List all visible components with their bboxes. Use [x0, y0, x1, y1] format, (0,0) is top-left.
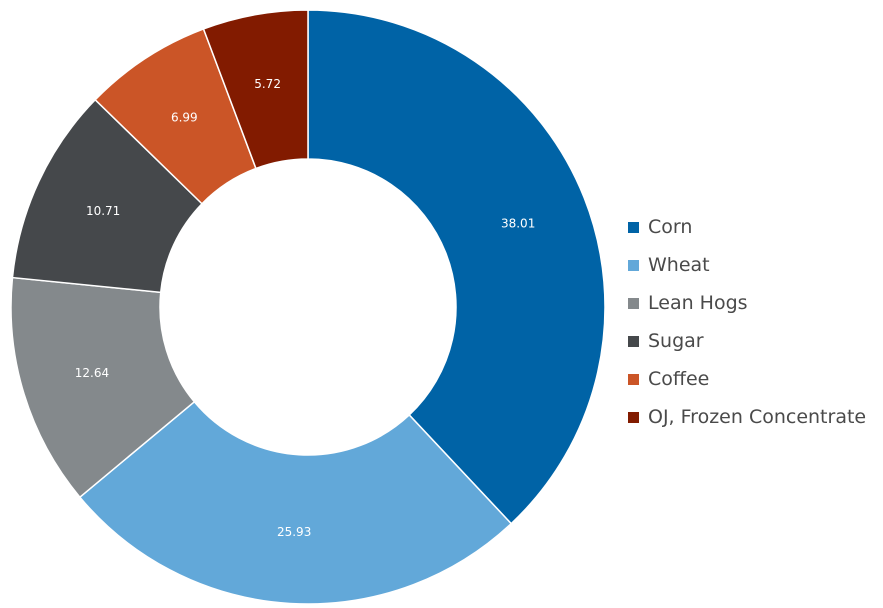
legend-item-oj-frozen-concentrate[interactable]: OJ, Frozen Concentrate — [628, 398, 866, 436]
data-label-oj-frozen-concentrate: 5.72 — [254, 77, 281, 91]
legend-label: Wheat — [648, 254, 710, 276]
chart-legend: Corn Wheat Lean Hogs Sugar Coffee OJ, Fr… — [628, 208, 866, 436]
data-label-corn: 38.01 — [501, 216, 535, 230]
legend-swatch — [628, 335, 639, 347]
legend-item-lean-hogs[interactable]: Lean Hogs — [628, 284, 866, 322]
donut-slices — [10, 9, 606, 605]
legend-label: Corn — [648, 216, 693, 238]
legend-item-corn[interactable]: Corn — [628, 208, 866, 246]
legend-item-sugar[interactable]: Sugar — [628, 322, 866, 360]
legend-label: Sugar — [648, 330, 704, 352]
slice-corn[interactable] — [307, 9, 606, 525]
data-label-sugar: 10.71 — [86, 204, 120, 218]
data-label-coffee: 6.99 — [171, 110, 198, 124]
legend-item-wheat[interactable]: Wheat — [628, 246, 866, 284]
legend-swatch — [628, 411, 639, 423]
donut-slice-labels: 38.01 25.93 12.64 10.71 6.99 5.72 — [75, 77, 536, 539]
slice-wheat[interactable] — [78, 400, 513, 605]
legend-label: Lean Hogs — [648, 292, 748, 314]
legend-item-coffee[interactable]: Coffee — [628, 360, 866, 398]
legend-swatch — [628, 373, 639, 385]
legend-swatch — [628, 221, 639, 233]
slice-oj-frozen-concentrate[interactable] — [202, 9, 309, 170]
data-label-lean-hogs: 12.64 — [75, 366, 109, 380]
slice-lean-hogs[interactable] — [10, 276, 196, 499]
legend-label: OJ, Frozen Concentrate — [648, 406, 867, 428]
legend-label: Coffee — [648, 368, 710, 390]
data-label-wheat: 25.93 — [277, 525, 311, 539]
legend-swatch — [628, 259, 639, 271]
legend-swatch — [628, 297, 639, 309]
